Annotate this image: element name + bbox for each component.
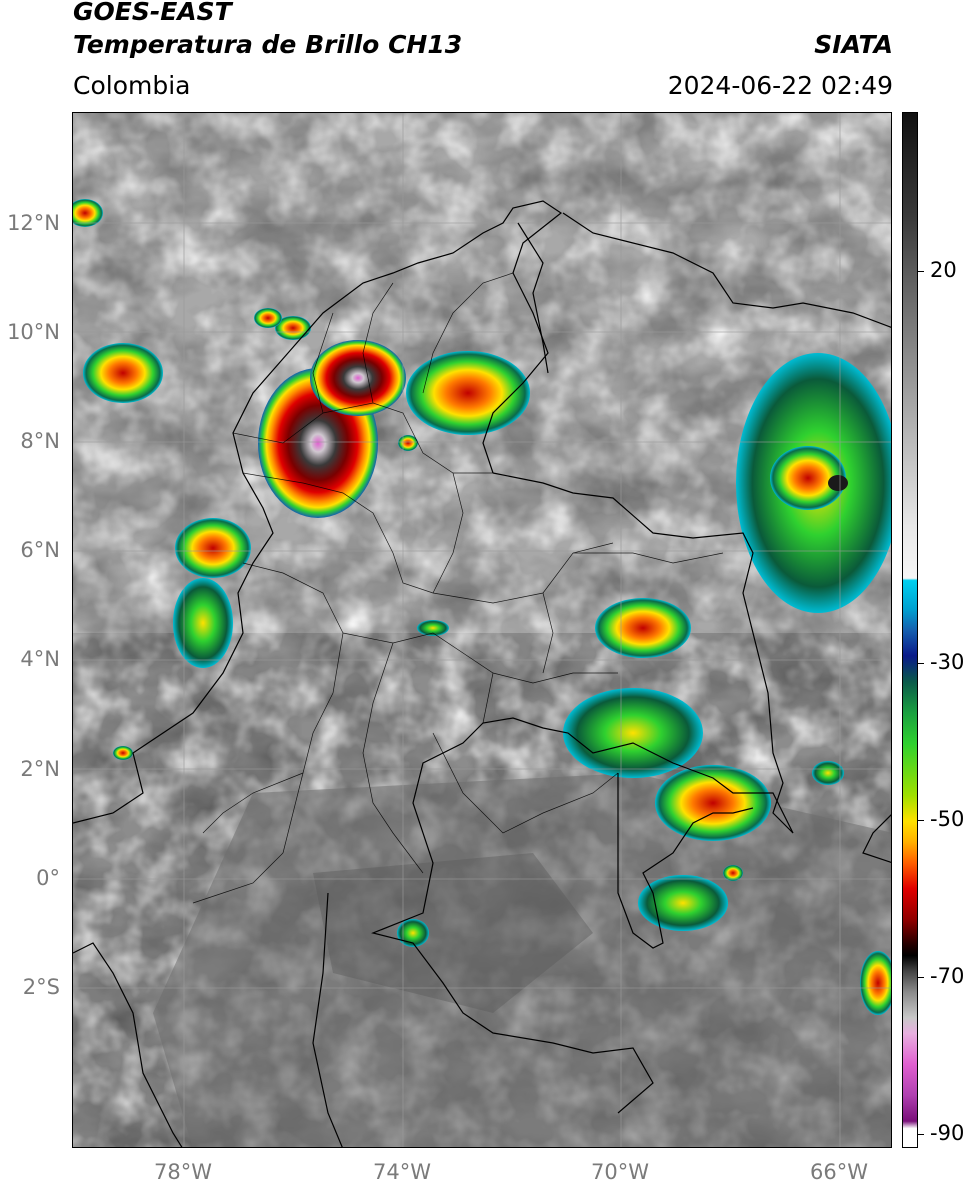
storm-cells [73, 199, 891, 1015]
lon-label: 70°W [591, 1160, 649, 1184]
graticule [73, 113, 891, 1147]
department-borders [192, 272, 724, 904]
lat-label: 2°N [20, 757, 60, 781]
colorbar-label: -30 [930, 650, 965, 674]
region-label: Colombia [73, 71, 191, 100]
satellite-map[interactable] [72, 112, 892, 1148]
lat-label: 12°N [7, 211, 60, 235]
colorbar-label: 20 [930, 258, 957, 282]
lat-label: 6°N [20, 538, 60, 562]
borders [73, 200, 891, 1147]
lon-label: 66°W [810, 1160, 868, 1184]
colorbar [902, 112, 918, 1148]
colorbar-tick [918, 663, 924, 664]
colorbar-tick [918, 1134, 924, 1135]
colorbar-tick [918, 271, 924, 272]
colorbar-label: -90 [930, 1121, 965, 1145]
map-canvas [73, 113, 891, 1147]
brand-label: SIATA [814, 30, 893, 59]
title-satellite: GOES-EAST [73, 0, 232, 26]
colorbar-label: -70 [930, 964, 965, 988]
lon-label: 74°W [373, 1160, 431, 1184]
lat-label: 2°S [22, 975, 60, 999]
colorbar-label: -50 [930, 807, 965, 831]
lat-label: 8°N [20, 429, 60, 453]
colorbar-tick [918, 820, 924, 821]
lat-label: 10°N [7, 320, 60, 344]
lat-label: 0° [36, 866, 60, 890]
title-product: Temperatura de Brillo CH13 [73, 30, 463, 59]
lat-label: 4°N [20, 647, 60, 671]
lon-label: 78°W [154, 1160, 212, 1184]
timestamp-label: 2024-06-22 02:49 [667, 71, 893, 100]
colorbar-tick [918, 977, 924, 978]
